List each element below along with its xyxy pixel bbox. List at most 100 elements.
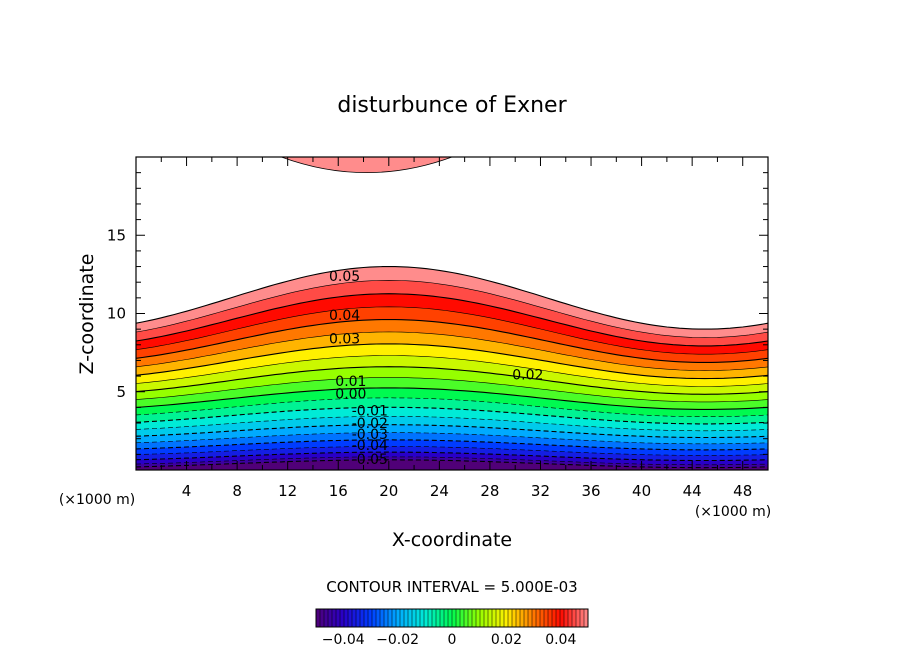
colorbar-swatch (500, 609, 505, 627)
x-tick-label: 48 (733, 482, 752, 500)
colorbar-swatch (528, 609, 533, 627)
contour-line (136, 306, 768, 355)
colorbar-swatch (332, 609, 337, 627)
contour-label: -0.04 (352, 438, 388, 454)
contour-line (136, 451, 768, 462)
x-tick-label: 36 (581, 482, 600, 500)
colorbar-swatch (424, 609, 429, 627)
contour-label: 0.01 (335, 374, 366, 390)
x-unit-note-right: (×1000 m) (695, 504, 771, 520)
contour-line (136, 343, 768, 380)
contour-label: 0.02 (512, 368, 543, 384)
contour-line (136, 366, 768, 395)
contour-line (136, 446, 768, 456)
contour-label: -0.05 (352, 452, 388, 468)
colorbar-swatch (476, 609, 481, 627)
contour-label: 0.05 (329, 269, 360, 285)
colorbar-swatch (484, 609, 489, 627)
colorbar-swatch (564, 609, 569, 627)
colorbar-swatch (464, 609, 469, 627)
colorbar-swatch (580, 609, 585, 627)
colorbar-swatch (452, 609, 457, 627)
contour-line (136, 319, 768, 363)
colorbar-swatch (544, 609, 549, 627)
x-tick-label: 16 (329, 482, 348, 500)
colorbar-tick-label: 0.04 (545, 632, 576, 648)
colorbar-swatch (340, 609, 345, 627)
contour-line (136, 439, 768, 451)
colorbar-swatch (396, 609, 401, 627)
colorbar-swatch (540, 609, 545, 627)
upper-high-region (281, 157, 453, 174)
contour-line (136, 406, 768, 425)
contour-fill-area (136, 157, 768, 470)
colorbar-swatch (316, 609, 321, 627)
colorbar-swatch (504, 609, 509, 627)
colorbar-swatch (532, 609, 537, 627)
contour-label: -0.01 (352, 404, 388, 420)
colorbar-swatch (324, 609, 329, 627)
contour-line (136, 432, 768, 445)
colorbar-swatch (480, 609, 485, 627)
colorbar-swatch (548, 609, 553, 627)
colorbar-swatch (488, 609, 493, 627)
x-unit-note-left: (×1000 m) (59, 492, 135, 508)
x-tick-label: 20 (379, 482, 398, 500)
colorbar-swatch (344, 609, 349, 627)
colorbar-swatch (496, 609, 501, 627)
contour-interval-text: CONTOUR INTERVAL = 5.000E-03 (326, 578, 577, 596)
contour-label: -0.02 (352, 416, 388, 432)
colorbar-swatch (404, 609, 409, 627)
contour-line (136, 265, 768, 330)
colorbar-swatch (456, 609, 461, 627)
x-tick-label: 44 (683, 482, 702, 500)
x-tick-label: 28 (480, 482, 499, 500)
colorbar-swatch (364, 609, 369, 627)
colorbar-swatch (524, 609, 529, 627)
x-tick-label: 8 (232, 482, 242, 500)
colorbar-swatch (440, 609, 445, 627)
colorbar-swatch (320, 609, 325, 627)
contour-line (136, 279, 768, 338)
colorbar-tick-label: −0.04 (322, 632, 365, 648)
colorbar-swatch (448, 609, 453, 627)
contour-band (136, 459, 768, 470)
colorbar-swatch (556, 609, 561, 627)
colorbar-swatch (536, 609, 541, 627)
colorbar-swatch (416, 609, 421, 627)
contour-lines (136, 265, 768, 469)
y-tick-label: 15 (107, 226, 126, 244)
contour-line (136, 397, 768, 417)
colorbar-swatch (376, 609, 381, 627)
contour-labels: 0.050.040.030.020.010.00-0.01-0.02-0.03-… (329, 269, 543, 468)
colorbar-swatch (572, 609, 577, 627)
chart-title: disturbunce of Exner (337, 93, 567, 118)
contour-label: 0.03 (329, 332, 360, 348)
colorbar-swatch (552, 609, 557, 627)
colorbar-tick-labels: −0.04 −0.02 0 0.02 0.04 (322, 632, 577, 648)
colorbar-swatch (444, 609, 449, 627)
colorbar-swatch (420, 609, 425, 627)
colorbar-swatch (380, 609, 385, 627)
colorbar-swatch (508, 609, 513, 627)
colorbar-swatch (512, 609, 517, 627)
colorbar-swatch (336, 609, 341, 627)
colorbar-swatch (560, 609, 565, 627)
contour-line (136, 387, 768, 410)
x-tick-label: 40 (632, 482, 651, 500)
colorbar-swatch (492, 609, 497, 627)
colorbar-swatch (412, 609, 417, 627)
colorbar-tick-label: 0 (448, 632, 457, 648)
colorbar-swatch (468, 609, 473, 627)
contour-line (136, 355, 768, 387)
contour-line (136, 456, 768, 466)
colorbar-swatch (384, 609, 389, 627)
contour-line (136, 424, 768, 439)
colorbar-swatch (436, 609, 441, 627)
colorbar-swatch (356, 609, 361, 627)
contour-line (136, 459, 768, 469)
colorbar-swatch (372, 609, 377, 627)
y-axis-label: Z-coordinate (76, 254, 98, 375)
contour-line (136, 377, 768, 403)
